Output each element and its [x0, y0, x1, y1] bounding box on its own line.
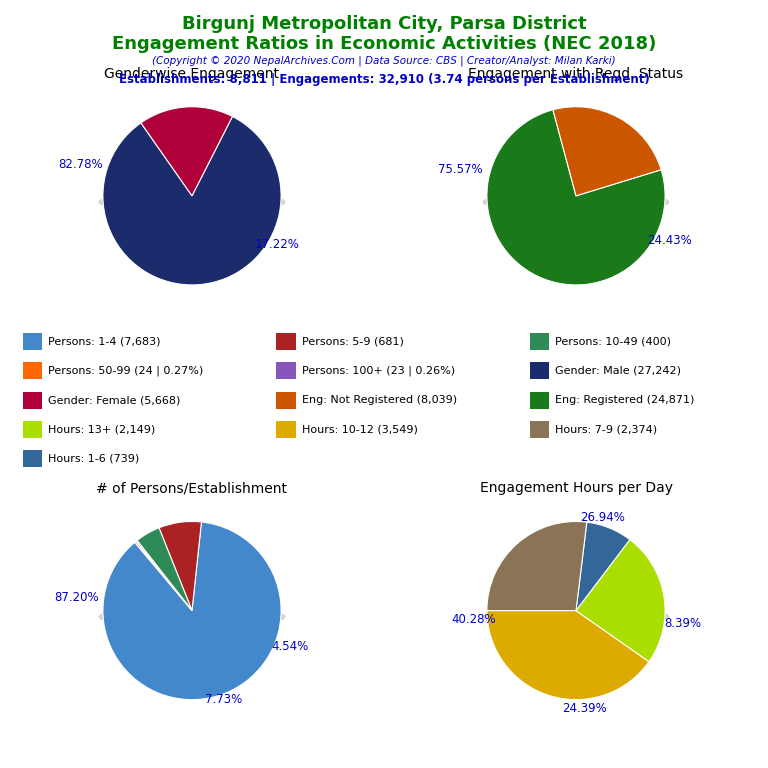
Text: 40.28%: 40.28%	[452, 613, 496, 626]
Text: Engagement Ratios in Economic Activities (NEC 2018): Engagement Ratios in Economic Activities…	[112, 35, 656, 52]
Text: Hours: 7-9 (2,374): Hours: 7-9 (2,374)	[555, 424, 657, 435]
Text: Gender: Male (27,242): Gender: Male (27,242)	[555, 366, 681, 376]
Wedge shape	[159, 521, 201, 611]
Wedge shape	[487, 611, 649, 700]
Text: 75.57%: 75.57%	[438, 163, 482, 176]
Text: 87.20%: 87.20%	[54, 591, 98, 604]
Title: Genderwise Engagement: Genderwise Engagement	[104, 67, 280, 81]
Text: Persons: 1-4 (7,683): Persons: 1-4 (7,683)	[48, 336, 161, 347]
Title: # of Persons/Establishment: # of Persons/Establishment	[97, 482, 287, 495]
Text: 7.73%: 7.73%	[204, 694, 242, 706]
Wedge shape	[103, 117, 281, 285]
Text: 26.94%: 26.94%	[581, 511, 625, 524]
Wedge shape	[576, 522, 630, 611]
Wedge shape	[136, 541, 192, 611]
Ellipse shape	[98, 604, 286, 629]
Text: Persons: 10-49 (400): Persons: 10-49 (400)	[555, 336, 671, 347]
Text: 24.39%: 24.39%	[562, 702, 607, 715]
Title: Engagement with Regd. Status: Engagement with Regd. Status	[468, 67, 684, 81]
Title: Engagement Hours per Day: Engagement Hours per Day	[479, 482, 673, 495]
Wedge shape	[137, 528, 192, 611]
Text: Persons: 100+ (23 | 0.26%): Persons: 100+ (23 | 0.26%)	[302, 366, 455, 376]
Text: Establishments: 8,811 | Engagements: 32,910 (3.74 persons per Establishment): Establishments: 8,811 | Engagements: 32,…	[118, 73, 650, 86]
Text: 24.43%: 24.43%	[647, 234, 692, 247]
Text: Gender: Female (5,668): Gender: Female (5,668)	[48, 395, 180, 406]
Wedge shape	[487, 521, 587, 611]
Ellipse shape	[98, 190, 286, 214]
Wedge shape	[141, 107, 233, 196]
Wedge shape	[134, 541, 192, 611]
Wedge shape	[576, 540, 665, 662]
Text: 4.54%: 4.54%	[271, 640, 309, 653]
Wedge shape	[553, 107, 661, 196]
Text: Eng: Not Registered (8,039): Eng: Not Registered (8,039)	[302, 395, 457, 406]
Text: Hours: 13+ (2,149): Hours: 13+ (2,149)	[48, 424, 156, 435]
Text: Birgunj Metropolitan City, Parsa District: Birgunj Metropolitan City, Parsa Distric…	[182, 15, 586, 33]
Wedge shape	[487, 110, 665, 285]
Text: Hours: 1-6 (739): Hours: 1-6 (739)	[48, 453, 140, 464]
Text: Persons: 5-9 (681): Persons: 5-9 (681)	[302, 336, 404, 347]
Text: 82.78%: 82.78%	[58, 158, 103, 171]
Text: 17.22%: 17.22%	[254, 238, 299, 251]
Text: Hours: 10-12 (3,549): Hours: 10-12 (3,549)	[302, 424, 418, 435]
Ellipse shape	[482, 190, 670, 214]
Text: Persons: 50-99 (24 | 0.27%): Persons: 50-99 (24 | 0.27%)	[48, 366, 204, 376]
Text: Eng: Registered (24,871): Eng: Registered (24,871)	[555, 395, 694, 406]
Ellipse shape	[482, 604, 670, 629]
Wedge shape	[103, 522, 281, 700]
Text: (Copyright © 2020 NepalArchives.Com | Data Source: CBS | Creator/Analyst: Milan : (Copyright © 2020 NepalArchives.Com | Da…	[152, 55, 616, 66]
Text: 8.39%: 8.39%	[664, 617, 701, 631]
